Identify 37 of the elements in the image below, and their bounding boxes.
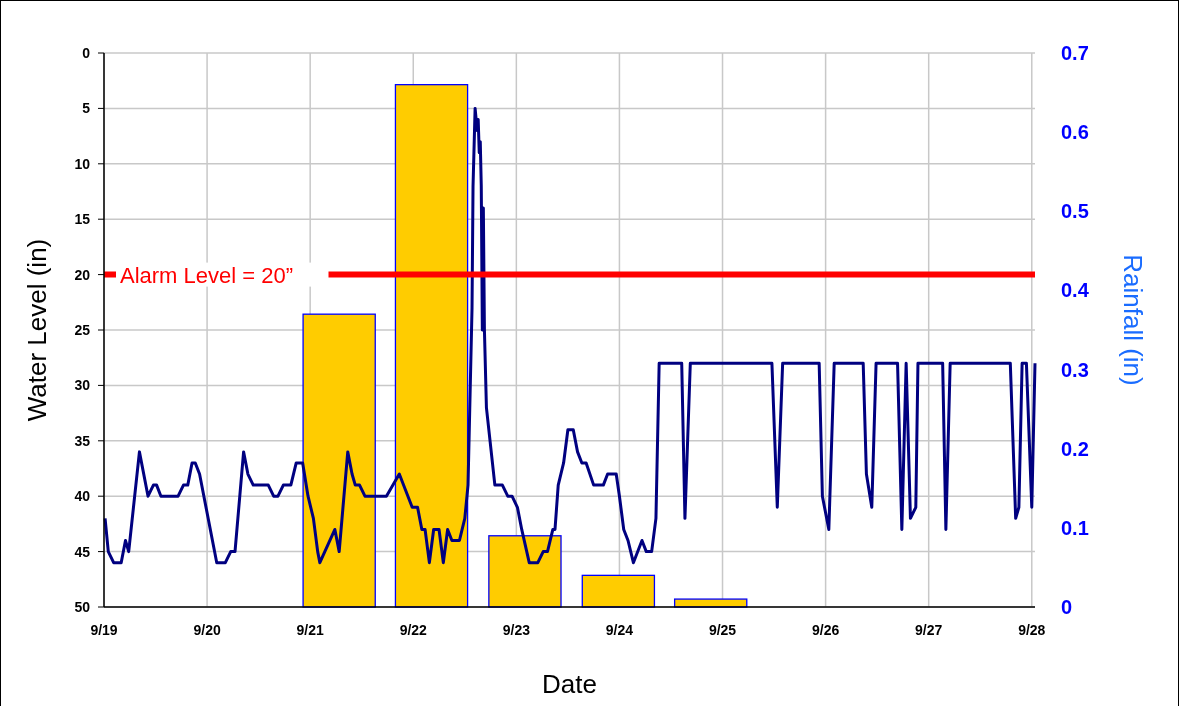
x-tick-label: 9/24 xyxy=(605,622,634,638)
y-tick-label: 15 xyxy=(74,211,91,228)
x-tick-label: 9/23 xyxy=(502,622,531,638)
x-tick-label: 9/20 xyxy=(193,622,221,638)
y-tick-label: 20 xyxy=(74,266,91,283)
y-tick-label: 45 xyxy=(74,543,91,560)
y-tick-label: 35 xyxy=(74,432,91,449)
y2-tick-label: 0.3 xyxy=(1061,358,1089,381)
x-axis-title: Date xyxy=(542,669,597,699)
y-axis-title: Water Level (in) xyxy=(22,238,52,422)
y-tick-label: 10 xyxy=(74,155,91,172)
y2-tick-label: 0.2 xyxy=(1061,437,1089,460)
y2-tick-label: 0.4 xyxy=(1061,279,1090,302)
y2-tick-label: 0.5 xyxy=(1061,200,1089,223)
y-tick-label: 30 xyxy=(74,377,91,394)
x-tick-label: 9/25 xyxy=(708,622,737,638)
y-tick-label: 40 xyxy=(74,488,91,505)
ref-line-label: Alarm Level = 20” xyxy=(120,262,294,288)
y2-axis-title: Rainfall (in) xyxy=(1118,254,1148,386)
y2-tick-label: 0.1 xyxy=(1061,516,1089,539)
y-tick-label: 50 xyxy=(74,599,91,615)
x-tick-label: 9/26 xyxy=(811,622,840,638)
y2-tick-label: 0.6 xyxy=(1061,121,1089,144)
y-tick-label: 25 xyxy=(74,322,91,338)
x-tick-label: 9/19 xyxy=(90,622,118,638)
x-tick-label: 9/28 xyxy=(1018,622,1046,638)
y2-tick-label: 0.7 xyxy=(1061,42,1089,64)
x-tick-label: 9/22 xyxy=(399,622,428,638)
bar xyxy=(394,84,469,608)
y-tick-label: 5 xyxy=(82,100,91,117)
bar xyxy=(581,574,656,608)
y-tick-label: 0 xyxy=(82,45,91,61)
x-tick-label: 9/21 xyxy=(296,622,325,638)
bar xyxy=(488,535,562,608)
x-tick-label: 9/27 xyxy=(915,622,943,638)
bar xyxy=(302,313,376,608)
y2-tick-label: 0 xyxy=(1061,596,1073,618)
